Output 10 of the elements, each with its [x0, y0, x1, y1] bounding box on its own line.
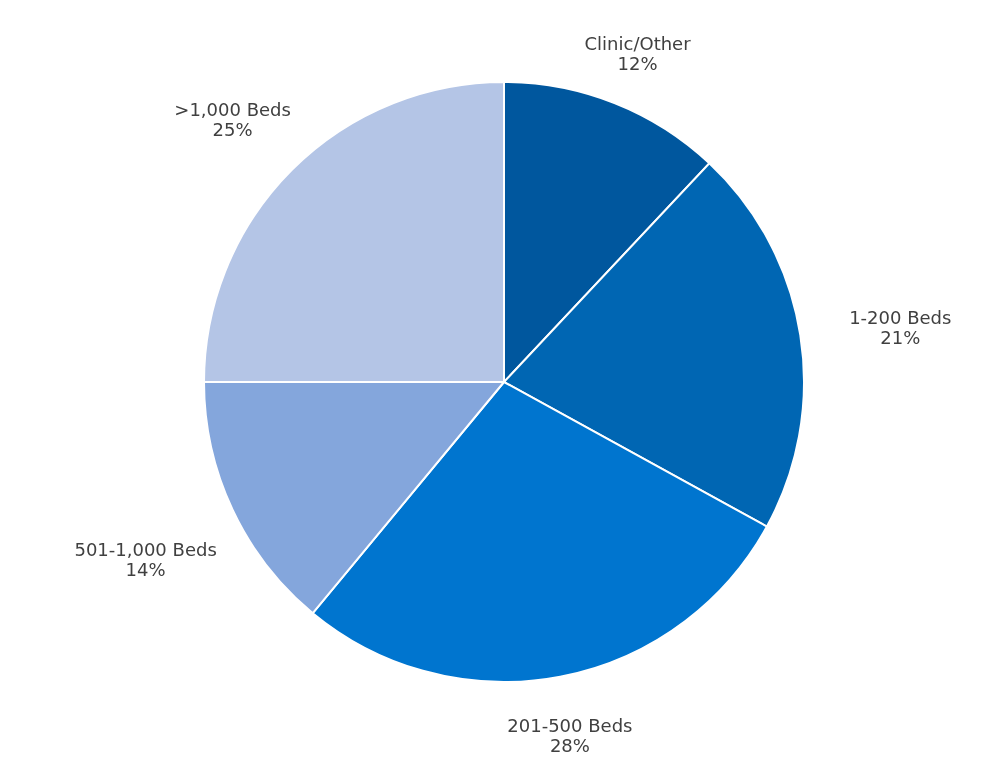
slice-label: Clinic/Other	[584, 32, 692, 54]
slice-label: >1,000 Beds	[174, 98, 291, 120]
slice-label: 501-1,000 Beds	[74, 538, 217, 560]
data-label: 21%	[880, 327, 921, 349]
data-label: 25%	[212, 118, 253, 140]
slice-label: 1-200 Beds	[849, 307, 952, 329]
slice-label: 201-500 Beds	[507, 715, 633, 737]
data-label: 14%	[125, 558, 166, 580]
data-label: 28%	[549, 735, 590, 757]
data-label: 12%	[617, 52, 658, 74]
